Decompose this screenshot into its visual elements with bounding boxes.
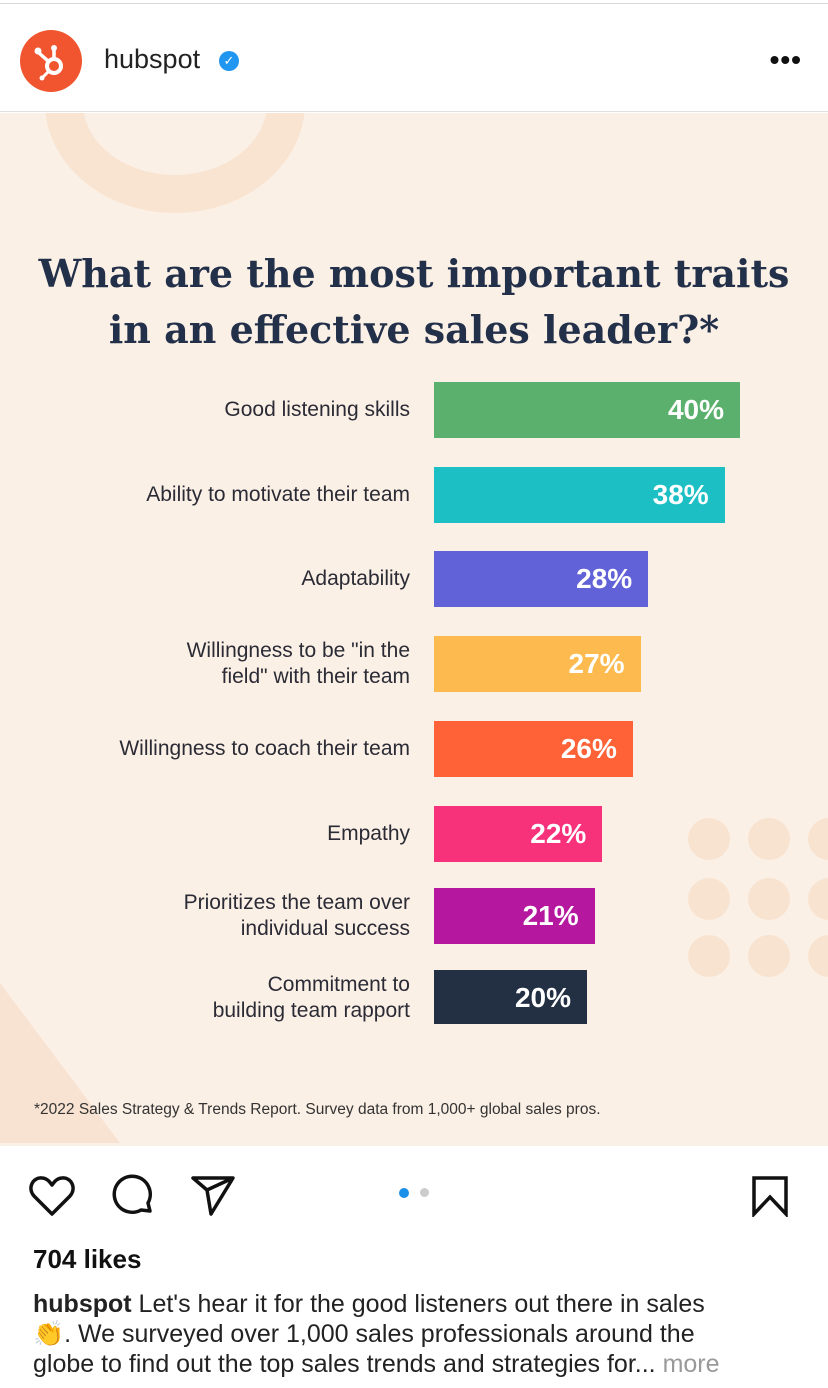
bar-label-line: Willingness to coach their team	[119, 737, 410, 760]
heart-icon[interactable]	[28, 1174, 76, 1218]
bar: 28%	[434, 551, 649, 607]
decorative-dot	[748, 935, 790, 977]
caption-username[interactable]: hubspot	[33, 1290, 132, 1318]
bar-label-line: Ability to motivate their team	[146, 483, 410, 506]
post-actions	[0, 1170, 828, 1220]
decorative-dot	[748, 878, 790, 920]
bar-label: Empathy	[327, 821, 410, 847]
decorative-ring	[45, 113, 305, 213]
bar: 26%	[434, 721, 633, 777]
clap-emoji-icon: 👏	[33, 1320, 65, 1348]
bar-label-line: Good listening skills	[224, 398, 410, 421]
chart-title-line2: in an effective sales leader?*	[108, 307, 720, 352]
carousel-dot[interactable]	[420, 1188, 429, 1197]
bar-value-label: 27%	[568, 648, 625, 679]
bar: 20%	[434, 970, 587, 1024]
chart-title-line1: What are the most important traits	[38, 251, 790, 296]
caption-text-line1: Let's hear it for the good listeners out…	[138, 1290, 705, 1318]
bar: 21%	[434, 888, 595, 944]
footnote: *2022 Sales Strategy & Trends Report. Su…	[34, 1101, 601, 1118]
bar-value-label: 22%	[530, 818, 587, 849]
bar-value-label: 38%	[652, 479, 709, 510]
bar-value-label: 21%	[522, 900, 579, 931]
bar-value-label: 28%	[576, 563, 633, 594]
bar: 40%	[434, 382, 740, 438]
bar-label: Commitment to building team rapport	[213, 972, 410, 1024]
bar-value-label: 20%	[514, 982, 571, 1013]
carousel-dot-active[interactable]	[399, 1188, 409, 1198]
decorative-dot	[808, 818, 828, 860]
post-image: What are the most important traits in an…	[0, 113, 828, 1146]
bar-label-line: Adaptability	[301, 567, 410, 590]
status-divider	[0, 3, 828, 4]
username[interactable]: hubspot	[104, 44, 201, 74]
decorative-dot	[808, 878, 828, 920]
bar-label-line: building team rapport	[212, 999, 410, 1022]
verified-badge-icon: ✓	[219, 51, 239, 71]
bar-label-line: Willingness to be "in the	[186, 639, 410, 662]
bar-value-label: 40%	[667, 394, 724, 425]
caption: hubspot Let's hear it for the good liste…	[33, 1289, 803, 1379]
likes-count[interactable]: 704 likes	[33, 1244, 142, 1274]
decorative-dot	[808, 935, 828, 977]
chart-title: What are the most important traits in an…	[0, 246, 828, 358]
decorative-dot	[748, 818, 790, 860]
send-icon[interactable]	[190, 1175, 236, 1217]
hubspot-logo-icon	[34, 45, 63, 81]
post-header: hubspot ✓ •••	[0, 4, 828, 112]
avatar[interactable]	[20, 30, 82, 92]
bar-label: Ability to motivate their team	[146, 482, 410, 508]
bar-label: Good listening skills	[224, 397, 410, 423]
bar: 27%	[434, 636, 641, 692]
bar-label-line: Prioritizes the team over	[183, 891, 410, 914]
bar-label-line: Empathy	[327, 822, 410, 845]
decorative-dot	[688, 878, 730, 920]
decorative-dot	[688, 818, 730, 860]
bar-label-line: individual success	[240, 917, 410, 940]
bar: 22%	[434, 806, 603, 862]
bar-label: Willingness to coach their team	[119, 736, 410, 762]
decorative-dot	[688, 935, 730, 977]
bar-value-label: 26%	[560, 733, 617, 764]
decorative-triangle	[0, 983, 120, 1143]
caption-text-line2: . We surveyed over 1,000 sales professio…	[64, 1320, 695, 1348]
bar: 38%	[434, 467, 725, 523]
bar-label-line: Commitment to	[267, 973, 410, 996]
caption-text-line3: globe to find out the top sales trends a…	[33, 1350, 656, 1378]
more-link[interactable]: more	[662, 1350, 720, 1378]
bar-label: Prioritizes the team over individual succ…	[184, 890, 410, 942]
bar-label: Adaptability	[301, 566, 410, 592]
comment-icon[interactable]	[110, 1173, 156, 1219]
more-horizontal-icon[interactable]: •••	[769, 44, 802, 75]
bookmark-icon[interactable]	[750, 1175, 790, 1217]
bar-label: Willingness to be "in the field" with the…	[187, 638, 410, 690]
bar-label-line: field" with their team	[221, 665, 410, 688]
